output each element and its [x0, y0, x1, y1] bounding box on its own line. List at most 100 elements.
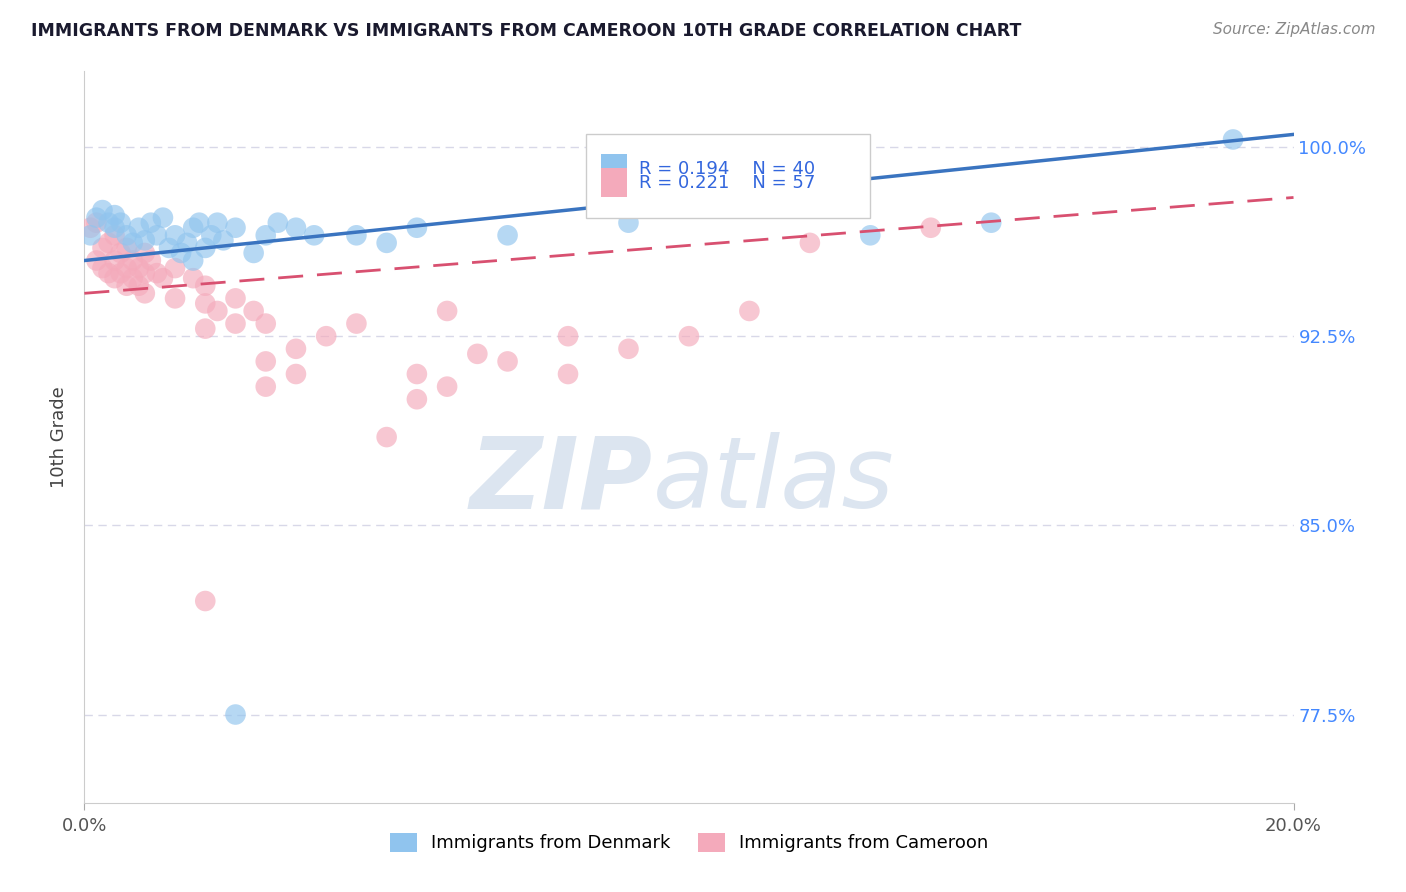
Point: [859, 228, 882, 243]
Point: [104, 253, 127, 268]
Point: [104, 271, 127, 285]
Point: [91, 203, 114, 218]
Point: [225, 220, 247, 235]
Point: [181, 271, 204, 285]
Point: [165, 261, 187, 276]
Point: [302, 228, 325, 243]
Point: [97, 266, 120, 280]
Point: [128, 261, 150, 276]
Point: [121, 235, 143, 250]
Point: [146, 266, 169, 280]
Point: [920, 220, 942, 235]
Point: [212, 233, 235, 247]
Point: [200, 228, 222, 243]
Bar: [586, 134, 870, 218]
Point: [617, 342, 640, 356]
Point: [110, 216, 132, 230]
Point: [115, 278, 138, 293]
Point: [375, 430, 398, 444]
Point: [139, 253, 162, 268]
Point: [194, 296, 217, 310]
Point: [315, 329, 337, 343]
Point: [121, 253, 143, 268]
Point: [134, 246, 156, 260]
Point: [467, 347, 489, 361]
Point: [91, 241, 114, 255]
Y-axis label: 10th Grade: 10th Grade: [51, 386, 69, 488]
Text: ZIP: ZIP: [470, 433, 652, 530]
Point: [406, 367, 429, 381]
Text: atlas: atlas: [652, 433, 894, 530]
Point: [128, 220, 150, 235]
Point: [194, 278, 217, 293]
Point: [1222, 132, 1244, 146]
Point: [97, 235, 120, 250]
Point: [115, 228, 138, 243]
Point: [157, 241, 180, 255]
Point: [194, 321, 217, 335]
Point: [285, 342, 308, 356]
Point: [285, 220, 308, 235]
Point: [170, 246, 193, 260]
Point: [97, 216, 120, 230]
Point: [254, 379, 277, 393]
Point: [104, 220, 127, 235]
Point: [79, 220, 101, 235]
Point: [225, 707, 247, 722]
Point: [267, 216, 290, 230]
Point: [436, 304, 458, 318]
Point: [436, 379, 458, 393]
Point: [496, 228, 519, 243]
Point: [146, 228, 169, 243]
Point: [128, 278, 150, 293]
Point: [104, 208, 127, 222]
Point: [406, 220, 429, 235]
Bar: [600, 168, 627, 197]
Point: [617, 216, 640, 230]
Point: [188, 216, 211, 230]
Point: [254, 228, 277, 243]
Point: [139, 216, 162, 230]
Point: [91, 261, 114, 276]
Point: [165, 291, 187, 305]
Point: [104, 228, 127, 243]
Point: [980, 216, 1002, 230]
Point: [86, 216, 108, 230]
Point: [346, 228, 368, 243]
Point: [194, 241, 217, 255]
Point: [406, 392, 429, 407]
Point: [242, 304, 264, 318]
Point: [86, 211, 108, 225]
Point: [799, 235, 821, 250]
Text: R = 0.194    N = 40: R = 0.194 N = 40: [640, 160, 815, 178]
Point: [110, 266, 132, 280]
Bar: [600, 154, 627, 183]
Point: [254, 317, 277, 331]
Point: [346, 317, 368, 331]
Point: [181, 253, 204, 268]
Text: R = 0.221    N = 57: R = 0.221 N = 57: [640, 174, 815, 192]
Point: [176, 235, 198, 250]
Point: [115, 261, 138, 276]
Point: [225, 291, 247, 305]
Point: [207, 216, 229, 230]
Point: [285, 367, 308, 381]
Point: [134, 286, 156, 301]
Point: [557, 329, 579, 343]
Point: [134, 233, 156, 247]
Point: [152, 271, 174, 285]
Point: [79, 228, 101, 243]
Text: Source: ZipAtlas.com: Source: ZipAtlas.com: [1212, 22, 1375, 37]
Point: [225, 317, 247, 331]
Point: [110, 246, 132, 260]
Point: [678, 329, 700, 343]
Point: [557, 367, 579, 381]
Point: [165, 228, 187, 243]
Point: [194, 594, 217, 608]
Point: [121, 271, 143, 285]
Point: [86, 253, 108, 268]
Point: [115, 241, 138, 255]
Point: [152, 211, 174, 225]
Point: [134, 266, 156, 280]
Point: [254, 354, 277, 368]
